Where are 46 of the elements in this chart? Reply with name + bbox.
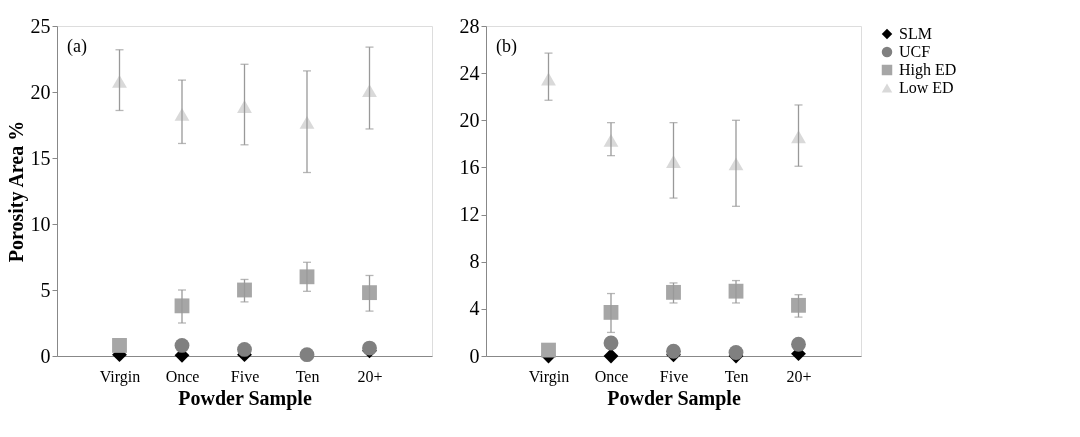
point <box>791 336 806 352</box>
point <box>666 284 681 300</box>
y-tick-label: 4 <box>469 297 480 320</box>
legend-label: SLM <box>899 25 932 42</box>
y-tick-label: 0 <box>40 344 51 367</box>
x-tick-label: Five <box>659 367 689 385</box>
y-tick-label: 15 <box>30 146 51 169</box>
y-tick-label: 5 <box>40 278 51 301</box>
y-tick-label: 20 <box>30 80 51 103</box>
x-tick-label: Once <box>594 367 629 385</box>
y-tick-label: 25 <box>30 14 51 37</box>
y-tick-label: 12 <box>459 203 480 226</box>
point <box>362 285 377 301</box>
legend-label: Low ED <box>899 79 954 96</box>
x-tick-label: Ten <box>295 367 320 385</box>
x-axis-title: Powder Sample <box>178 386 312 410</box>
x-tick-label: Virgin <box>528 367 570 386</box>
x-tick-label: 20+ <box>357 367 383 385</box>
x-tick-label: Virgin <box>99 367 141 386</box>
annotation: (a) <box>67 36 87 57</box>
x-tick-label: 20+ <box>786 367 812 385</box>
y-tick-label: 16 <box>459 155 480 178</box>
y-axis-title: Porosity Area % <box>4 120 28 263</box>
point <box>174 338 190 353</box>
y-tick-label: 24 <box>459 61 480 84</box>
x-tick-label: Once <box>165 367 200 385</box>
y-tick-label: 20 <box>459 108 480 131</box>
x-tick-label: Five <box>230 367 260 385</box>
point <box>603 335 619 351</box>
point <box>299 347 315 363</box>
y-tick-label: 10 <box>30 212 51 235</box>
annotation: (b) <box>496 36 517 57</box>
legend-label: UCF <box>899 43 931 60</box>
point <box>603 348 619 364</box>
point <box>728 345 744 360</box>
legend-label: High ED <box>899 61 957 79</box>
point <box>666 343 681 359</box>
point <box>791 297 806 313</box>
x-tick-label: Ten <box>724 367 749 385</box>
point <box>112 338 127 353</box>
point <box>237 342 252 357</box>
y-tick-label: 28 <box>459 14 480 37</box>
y-tick-label: 0 <box>469 344 480 367</box>
y-tick-label: 8 <box>469 250 480 273</box>
x-axis-title: Powder Sample <box>607 386 741 410</box>
point <box>541 342 556 358</box>
